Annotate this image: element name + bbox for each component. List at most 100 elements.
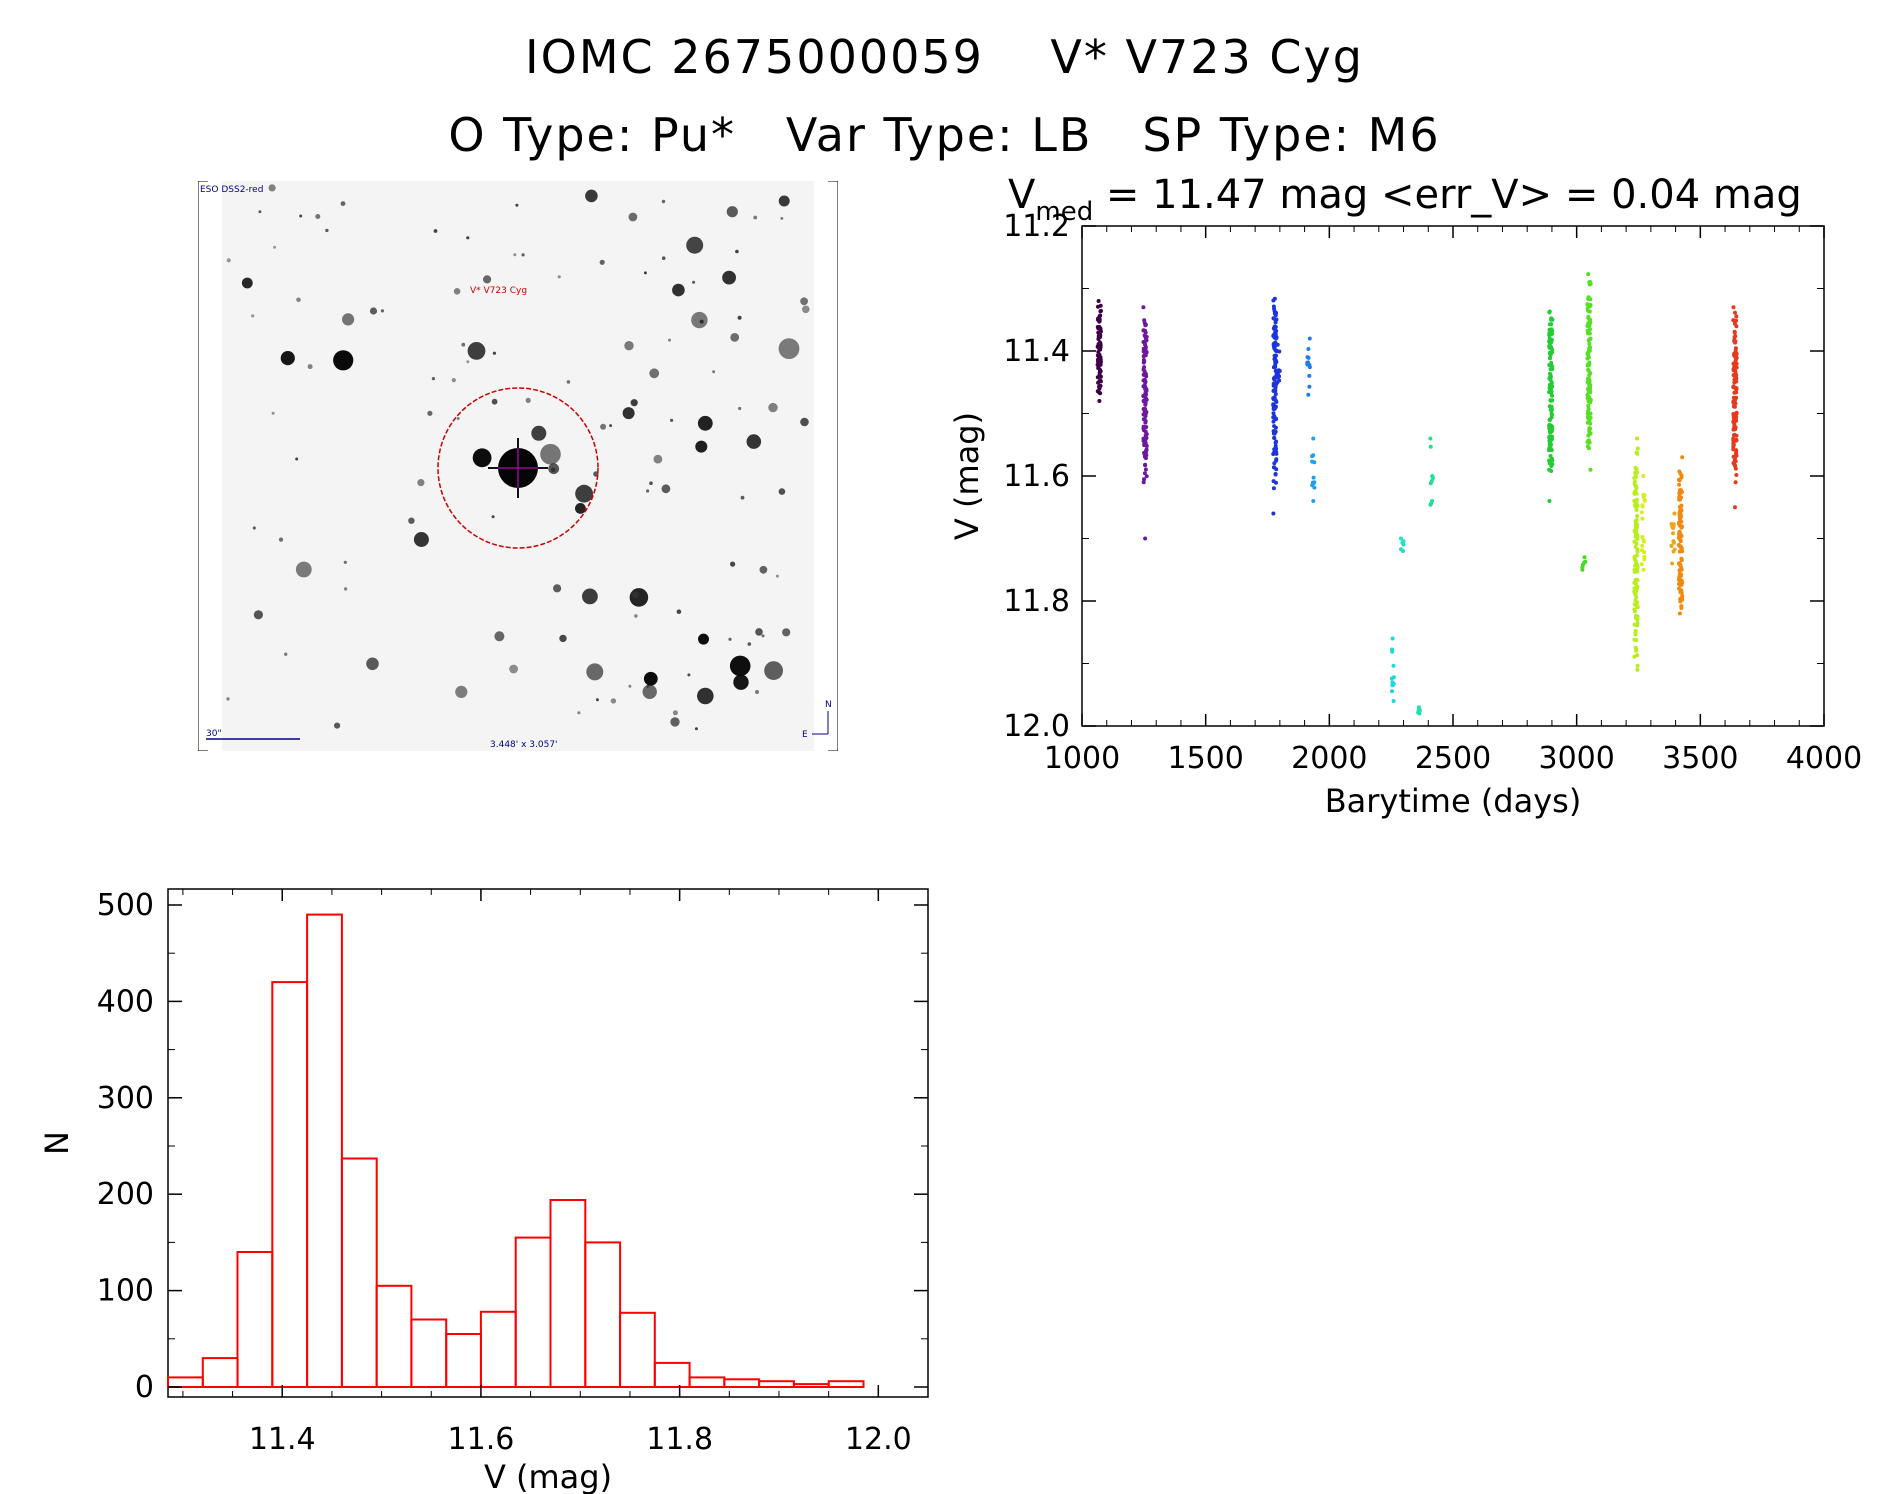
lc-data-point bbox=[1143, 462, 1148, 467]
lc-data-point bbox=[1275, 342, 1280, 347]
star bbox=[609, 424, 613, 428]
star bbox=[453, 288, 461, 295]
title-prefix: V bbox=[1008, 172, 1036, 218]
star bbox=[433, 229, 438, 233]
lc-data-point bbox=[1305, 360, 1310, 365]
lc-data-point bbox=[1548, 351, 1552, 356]
star bbox=[728, 637, 732, 641]
lc-data-point bbox=[1418, 708, 1422, 713]
star bbox=[782, 628, 791, 637]
lc-data-point bbox=[1306, 355, 1311, 360]
lc-data-point bbox=[1098, 326, 1103, 331]
lc-data-point bbox=[1141, 393, 1146, 398]
lc-data-point bbox=[1549, 340, 1554, 344]
star bbox=[778, 488, 786, 495]
star bbox=[413, 532, 429, 547]
star bbox=[722, 270, 736, 285]
survey-label: ESO DSS2-red bbox=[200, 185, 263, 195]
star bbox=[280, 351, 295, 366]
star bbox=[686, 236, 704, 254]
lc-data-point bbox=[1635, 623, 1639, 628]
lc-data-point bbox=[1677, 517, 1682, 521]
star bbox=[575, 503, 586, 514]
lc-data-point bbox=[1277, 378, 1282, 383]
lc-data-point bbox=[1586, 415, 1591, 420]
lc-data-point bbox=[1676, 477, 1681, 482]
star bbox=[730, 333, 740, 342]
star bbox=[802, 305, 810, 314]
lc-data-point bbox=[1144, 474, 1149, 479]
histogram-bar bbox=[584, 1241, 622, 1389]
star bbox=[642, 684, 657, 699]
lc-data-point bbox=[1733, 480, 1738, 485]
light-curve-chart: Vmed = 11.47 mag <err_V> = 0.04 mag 1000… bbox=[948, 172, 1862, 820]
lc-data-point bbox=[1143, 384, 1148, 389]
lc-data-point bbox=[1633, 645, 1638, 650]
lc-data-point bbox=[1634, 577, 1639, 582]
lc-data-point bbox=[1550, 393, 1554, 398]
lc-data-point bbox=[1277, 349, 1282, 354]
star bbox=[764, 661, 783, 680]
lc-data-point bbox=[1428, 436, 1433, 441]
star bbox=[695, 440, 708, 453]
lc-data-point bbox=[1677, 482, 1682, 487]
star bbox=[649, 481, 653, 486]
star bbox=[661, 199, 666, 204]
histogram-bar bbox=[688, 1376, 726, 1389]
title-suffix: = 11.47 mag <err_V> = 0.04 mag bbox=[1093, 172, 1802, 218]
lc-data-point bbox=[1732, 413, 1737, 418]
star bbox=[759, 565, 768, 574]
star bbox=[670, 418, 674, 422]
lc-data-point bbox=[1550, 367, 1555, 372]
lc-data-point bbox=[1734, 365, 1739, 370]
lc-data-point bbox=[1680, 595, 1684, 600]
star bbox=[661, 484, 671, 494]
star bbox=[553, 584, 562, 593]
lc-data-point bbox=[1277, 374, 1282, 379]
lc-data-point bbox=[1677, 561, 1682, 566]
lc-data-point bbox=[1678, 506, 1683, 511]
star bbox=[325, 228, 329, 233]
lc-data-point bbox=[1734, 437, 1739, 442]
star bbox=[548, 463, 560, 475]
lc-data-point bbox=[1272, 465, 1277, 470]
lc-data-point bbox=[1733, 386, 1738, 390]
lc-data-point bbox=[1641, 474, 1646, 478]
lc-data-point bbox=[1549, 322, 1554, 327]
lc-data-point bbox=[1547, 443, 1552, 448]
lc-data-point bbox=[1733, 463, 1738, 468]
star bbox=[735, 249, 739, 254]
star bbox=[278, 537, 284, 542]
lc-data-point bbox=[1428, 502, 1433, 507]
lc-data-point bbox=[1732, 390, 1737, 395]
lc-data-point bbox=[1548, 407, 1553, 412]
lc-data-point bbox=[1641, 567, 1646, 572]
lc-data-point bbox=[1733, 370, 1738, 375]
star bbox=[343, 560, 347, 564]
star bbox=[427, 410, 433, 416]
star bbox=[380, 309, 384, 313]
lc-data-point bbox=[1142, 365, 1147, 370]
star bbox=[586, 663, 604, 681]
lc-data-point bbox=[1271, 304, 1276, 309]
lc-data-point bbox=[1548, 371, 1552, 376]
lc-data-point bbox=[1632, 481, 1637, 486]
lc-data-point bbox=[1587, 381, 1592, 385]
lc-data-point bbox=[1635, 663, 1640, 668]
lc-data-point bbox=[1680, 455, 1685, 460]
lc-data-point bbox=[1141, 349, 1146, 354]
lc-data-point bbox=[1274, 451, 1279, 456]
lc-data-point bbox=[1640, 535, 1645, 539]
lc-data-point bbox=[1679, 558, 1684, 563]
lc-data-point bbox=[1144, 435, 1149, 440]
star bbox=[268, 184, 276, 192]
star bbox=[342, 313, 355, 326]
lc-data-point bbox=[1143, 467, 1148, 472]
lc-data-point bbox=[1733, 416, 1737, 421]
histogram-bar bbox=[758, 1380, 795, 1388]
lc-data-point bbox=[1548, 389, 1553, 394]
histogram-bar bbox=[201, 1357, 239, 1388]
lc-data-point bbox=[1143, 342, 1148, 347]
star bbox=[369, 307, 378, 315]
star bbox=[672, 283, 685, 297]
